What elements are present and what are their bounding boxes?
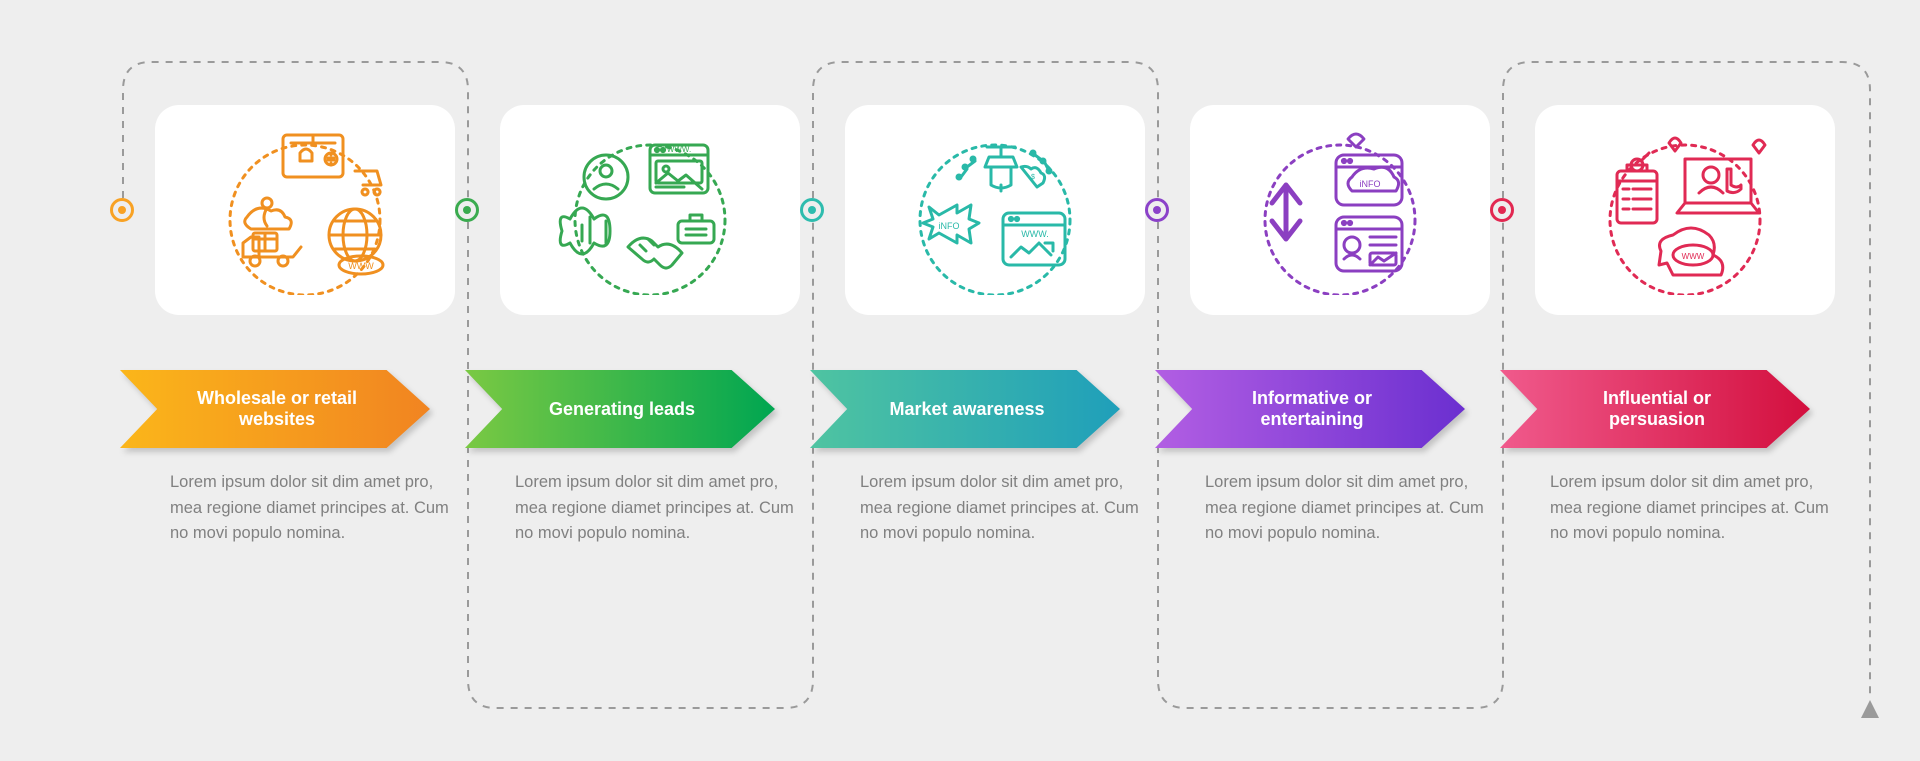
step-title: Influential or persuasion [1554, 388, 1760, 429]
flow-end-arrow-icon [1861, 700, 1879, 718]
step-arrow-wholesale: Wholesale or retail websites [120, 370, 430, 448]
wholesale-icon: WWW [205, 125, 405, 295]
infographic-canvas: WWW WWW. [0, 0, 1920, 761]
step-body-awareness: Lorem ipsum dolor sit dim amet pro, mea … [860, 470, 1140, 547]
svg-text:iNFO: iNFO [939, 221, 960, 231]
step-title: Market awareness [889, 399, 1044, 420]
step-arrow-influential: Influential or persuasion [1500, 370, 1810, 448]
step-arrow-awareness: Market awareness [810, 370, 1120, 448]
card-informative: iNFO [1190, 105, 1490, 315]
step-dot-influential [1490, 198, 1514, 222]
svg-text:WWW: WWW [1682, 252, 1705, 261]
informative-icon: iNFO [1240, 125, 1440, 295]
step-dot-wholesale [110, 198, 134, 222]
leads-icon: WWW. [550, 125, 750, 295]
step-body-influential: Lorem ipsum dolor sit dim amet pro, mea … [1550, 470, 1830, 547]
influential-icon: WWW [1585, 125, 1785, 295]
svg-text:WWW: WWW [348, 261, 374, 271]
svg-text:WWW.: WWW. [1021, 229, 1049, 239]
step-dot-awareness [800, 198, 824, 222]
card-leads: WWW. [500, 105, 800, 315]
svg-text:$: $ [1031, 174, 1035, 181]
step-body-leads: Lorem ipsum dolor sit dim amet pro, mea … [515, 470, 795, 547]
step-dot-informative [1145, 198, 1169, 222]
step-title: Wholesale or retail websites [174, 388, 380, 429]
step-arrow-informative: Informative or entertaining [1155, 370, 1465, 448]
step-body-wholesale: Lorem ipsum dolor sit dim amet pro, mea … [170, 470, 450, 547]
awareness-icon: $ iNFO WWW. [895, 125, 1095, 295]
step-arrow-leads: Generating leads [465, 370, 775, 448]
card-awareness: $ iNFO WWW. [845, 105, 1145, 315]
card-influential: WWW [1535, 105, 1835, 315]
card-wholesale: WWW [155, 105, 455, 315]
svg-text:iNFO: iNFO [1360, 179, 1381, 189]
step-title: Generating leads [549, 399, 695, 420]
step-body-informative: Lorem ipsum dolor sit dim amet pro, mea … [1205, 470, 1485, 547]
step-title: Informative or entertaining [1209, 388, 1415, 429]
step-dot-leads [455, 198, 479, 222]
svg-text:WWW.: WWW. [667, 145, 691, 154]
